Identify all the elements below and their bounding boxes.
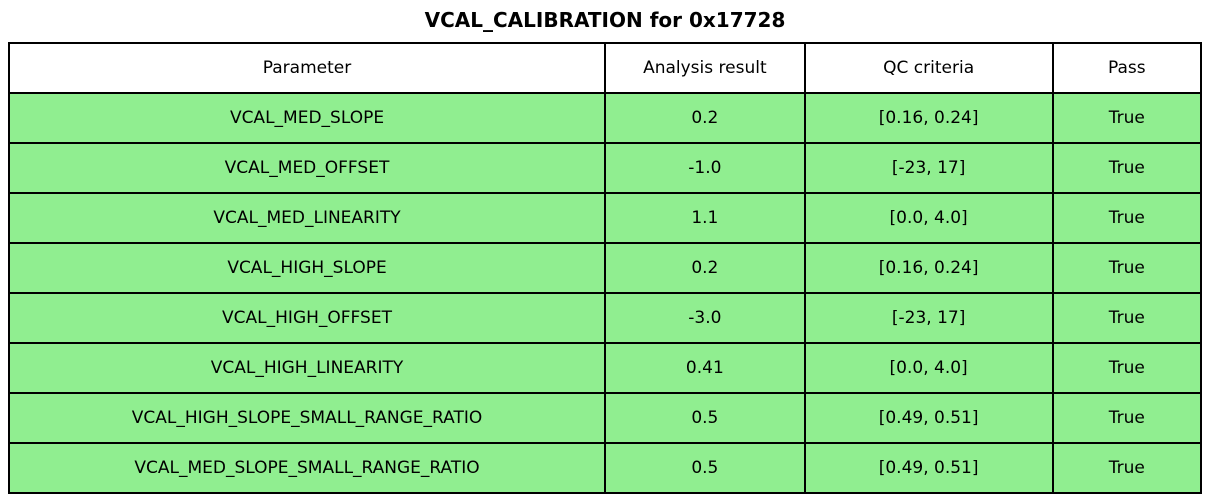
cell-pass: True: [1051, 242, 1203, 294]
cell-qc-criteria: [0.16, 0.24]: [803, 92, 1054, 144]
header-row: Parameter Analysis result QC criteria Pa…: [7, 42, 1203, 94]
cell-parameter: VCAL_MED_SLOPE: [7, 92, 607, 144]
cell-qc-criteria: [-23, 17]: [803, 292, 1054, 344]
cell-parameter: VCAL_HIGH_SLOPE: [7, 242, 607, 294]
table-row: VCAL_MED_OFFSET -1.0 [-23, 17] True: [7, 142, 1203, 194]
table-row: VCAL_MED_SLOPE 0.2 [0.16, 0.24] True: [7, 92, 1203, 144]
cell-parameter: VCAL_HIGH_SLOPE_SMALL_RANGE_RATIO: [7, 392, 607, 444]
cell-analysis-result: 1.1: [604, 192, 806, 244]
col-header-pass: Pass: [1051, 42, 1203, 94]
table-row: VCAL_HIGH_LINEARITY 0.41 [0.0, 4.0] True: [7, 342, 1203, 394]
cell-pass: True: [1051, 192, 1203, 244]
cell-analysis-result: 0.41: [604, 342, 806, 394]
cell-pass: True: [1051, 442, 1203, 494]
col-header-qc-criteria: QC criteria: [803, 42, 1054, 94]
col-header-analysis-result: Analysis result: [604, 42, 806, 94]
cell-qc-criteria: [0.0, 4.0]: [803, 342, 1054, 394]
cell-parameter: VCAL_MED_OFFSET: [7, 142, 607, 194]
cell-parameter: VCAL_HIGH_LINEARITY: [7, 342, 607, 394]
table-row: VCAL_HIGH_OFFSET -3.0 [-23, 17] True: [7, 292, 1203, 344]
cell-pass: True: [1051, 142, 1203, 194]
cell-parameter: VCAL_MED_SLOPE_SMALL_RANGE_RATIO: [7, 442, 607, 494]
cell-analysis-result: 0.5: [604, 442, 806, 494]
table-row: VCAL_HIGH_SLOPE_SMALL_RANGE_RATIO 0.5 [0…: [7, 392, 1203, 444]
cell-pass: True: [1051, 342, 1203, 394]
cell-pass: True: [1051, 92, 1203, 144]
cell-parameter: VCAL_HIGH_OFFSET: [7, 292, 607, 344]
cell-analysis-result: -1.0: [604, 142, 806, 194]
cell-qc-criteria: [-23, 17]: [803, 142, 1054, 194]
cell-pass: True: [1051, 392, 1203, 444]
table-body: VCAL_MED_SLOPE 0.2 [0.16, 0.24] True VCA…: [7, 92, 1203, 494]
cell-parameter: VCAL_MED_LINEARITY: [7, 192, 607, 244]
col-header-parameter: Parameter: [7, 42, 607, 94]
cell-qc-criteria: [0.0, 4.0]: [803, 192, 1054, 244]
cell-analysis-result: 0.5: [604, 392, 806, 444]
cell-qc-criteria: [0.16, 0.24]: [803, 242, 1054, 294]
cell-qc-criteria: [0.49, 0.51]: [803, 392, 1054, 444]
figure-title: VCAL_CALIBRATION for 0x17728: [424, 8, 786, 32]
table-row: VCAL_MED_SLOPE_SMALL_RANGE_RATIO 0.5 [0.…: [7, 442, 1203, 494]
cell-analysis-result: -3.0: [604, 292, 806, 344]
cell-analysis-result: 0.2: [604, 242, 806, 294]
table-row: VCAL_MED_LINEARITY 1.1 [0.0, 4.0] True: [7, 192, 1203, 244]
cell-qc-criteria: [0.49, 0.51]: [803, 442, 1054, 494]
table-row: VCAL_HIGH_SLOPE 0.2 [0.16, 0.24] True: [7, 242, 1203, 294]
cell-pass: True: [1051, 292, 1203, 344]
qc-table: Parameter Analysis result QC criteria Pa…: [7, 42, 1203, 494]
cell-analysis-result: 0.2: [604, 92, 806, 144]
